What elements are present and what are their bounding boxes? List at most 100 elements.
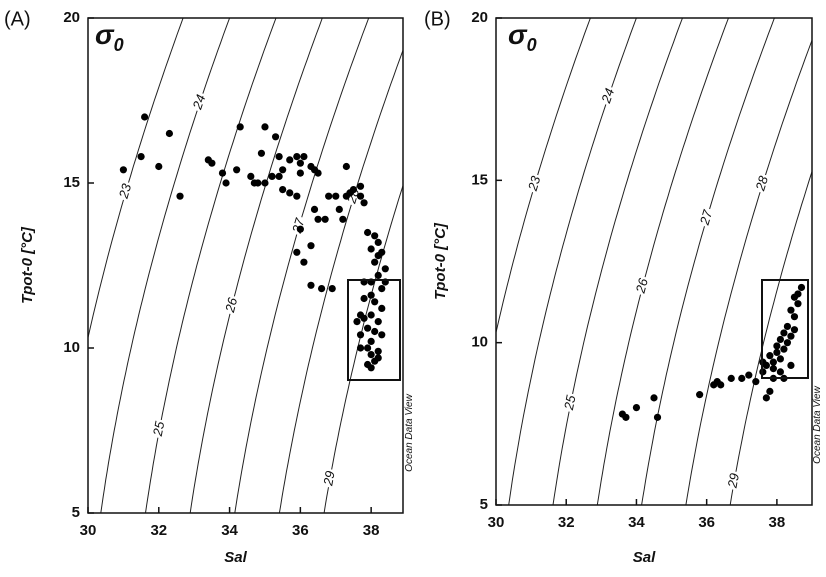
- x-tick-label: 36: [698, 514, 715, 531]
- data-point: [364, 324, 372, 332]
- data-point: [332, 192, 340, 200]
- data-point: [356, 311, 365, 319]
- data-point: [773, 342, 781, 350]
- data-point: [371, 327, 379, 336]
- data-point: [325, 192, 333, 200]
- data-point: [622, 413, 630, 421]
- contour-label-bg: [562, 392, 580, 413]
- data-point: [790, 293, 799, 301]
- contour-label-bg: [321, 468, 339, 489]
- data-point: [787, 306, 795, 314]
- data-point: [261, 179, 269, 187]
- y-tick-label: 5: [480, 496, 488, 513]
- data-point: [766, 352, 774, 360]
- data-point: [268, 172, 276, 180]
- data-point: [261, 123, 269, 131]
- x-tick-label: 36: [292, 522, 309, 539]
- data-point: [776, 368, 785, 376]
- data-point: [218, 169, 227, 177]
- data-point: [356, 192, 365, 200]
- chart-title: σ0: [95, 19, 124, 55]
- x-tick-label: 34: [628, 514, 645, 531]
- data-point: [797, 283, 806, 292]
- contour-label: 23: [115, 181, 134, 201]
- chart-title: σ0: [508, 19, 537, 55]
- contour-label: 24: [189, 93, 208, 112]
- title-symbol: σ: [508, 19, 528, 50]
- data-point: [371, 232, 379, 240]
- contour-label: 23: [525, 173, 544, 193]
- y-tick-label: 10: [471, 334, 488, 351]
- data-point: [236, 123, 244, 131]
- data-point: [632, 404, 641, 412]
- data-point: [254, 179, 262, 187]
- y-tick-label: 15: [63, 174, 80, 191]
- data-point: [752, 378, 760, 386]
- data-point: [650, 394, 658, 402]
- data-point: [307, 242, 315, 250]
- data-point: [378, 285, 386, 293]
- y-axis-label: Tpot-0 [°C]: [19, 226, 36, 304]
- isopycnal: [145, 18, 277, 513]
- title-symbol: σ: [95, 19, 115, 50]
- data-point: [787, 332, 795, 340]
- contour-label-bg: [697, 207, 717, 229]
- data-point: [356, 344, 365, 352]
- data-point: [374, 318, 382, 326]
- contour-label: 25: [150, 419, 168, 438]
- data-point: [296, 159, 304, 167]
- data-point: [364, 228, 372, 237]
- data-point: [310, 205, 319, 213]
- isopycnal: [323, 183, 403, 513]
- contour-label-bg: [599, 85, 619, 107]
- data-point: [176, 192, 184, 200]
- data-point: [790, 326, 799, 334]
- data-point: [222, 179, 230, 187]
- contour-label: 28: [752, 173, 771, 193]
- data-point: [257, 149, 266, 157]
- data-point: [314, 215, 322, 223]
- data-point: [328, 285, 336, 293]
- contour-label: 25: [561, 393, 579, 412]
- contour-label-bg: [725, 470, 743, 491]
- isopycnal: [278, 48, 403, 513]
- data-point: [374, 347, 382, 355]
- data-point: [137, 153, 145, 161]
- x-tick-label: 38: [769, 514, 786, 531]
- isopycnal: [189, 18, 323, 513]
- data-point: [307, 281, 315, 289]
- data-point: [762, 394, 770, 402]
- data-point: [247, 172, 255, 180]
- data-point: [773, 348, 781, 357]
- data-point: [314, 169, 322, 177]
- data-point: [745, 371, 753, 379]
- y-tick-label: 10: [63, 339, 80, 356]
- data-point: [696, 391, 704, 399]
- highlight-box: [761, 279, 809, 379]
- data-point: [776, 355, 785, 363]
- data-point: [780, 329, 788, 337]
- data-point: [374, 271, 382, 279]
- data-point: [766, 387, 774, 395]
- highlight-box: [347, 279, 401, 381]
- data-point: [208, 159, 216, 167]
- isopycnal: [641, 18, 775, 505]
- data-point: [293, 192, 301, 200]
- contour-label-bg: [151, 418, 169, 440]
- data-point: [371, 258, 379, 266]
- contour-label-bg: [525, 172, 545, 195]
- data-point: [155, 162, 163, 171]
- data-point: [293, 153, 301, 161]
- contour-label-bg: [633, 275, 652, 297]
- data-point: [371, 298, 379, 306]
- y-tick-label: 20: [471, 9, 488, 26]
- data-point: [367, 291, 375, 299]
- data-point: [296, 225, 304, 233]
- data-point: [367, 311, 375, 319]
- isopycnal: [496, 18, 591, 335]
- data-point: [286, 156, 294, 164]
- data-point: [780, 345, 788, 353]
- title-subscript: 0: [114, 35, 124, 55]
